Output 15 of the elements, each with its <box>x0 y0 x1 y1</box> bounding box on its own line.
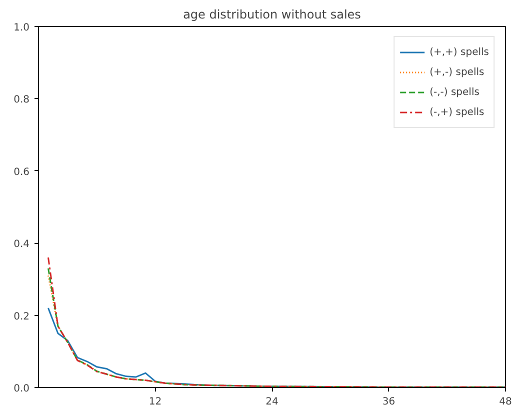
legend-label: (+,-) spells <box>430 66 484 78</box>
chart-title: age distribution without sales <box>183 8 361 22</box>
y-tick-label: 0.6 <box>14 166 30 178</box>
y-tick-label: 0.8 <box>14 94 30 106</box>
y-tick-label: 1.0 <box>14 22 30 34</box>
legend-label: (-,-) spells <box>430 86 480 98</box>
legend-label: (-,+) spells <box>430 106 484 118</box>
x-tick-label: 48 <box>499 396 512 407</box>
y-tick-label: 0.2 <box>14 311 30 322</box>
x-tick-label: 12 <box>148 396 162 407</box>
y-tick-label: 0.4 <box>14 239 30 250</box>
legend-label: (+,+) spells <box>430 46 489 58</box>
x-tick-label: 36 <box>382 396 396 407</box>
x-tick-label: 24 <box>266 396 278 407</box>
y-tick-label: 0.0 <box>14 384 30 394</box>
